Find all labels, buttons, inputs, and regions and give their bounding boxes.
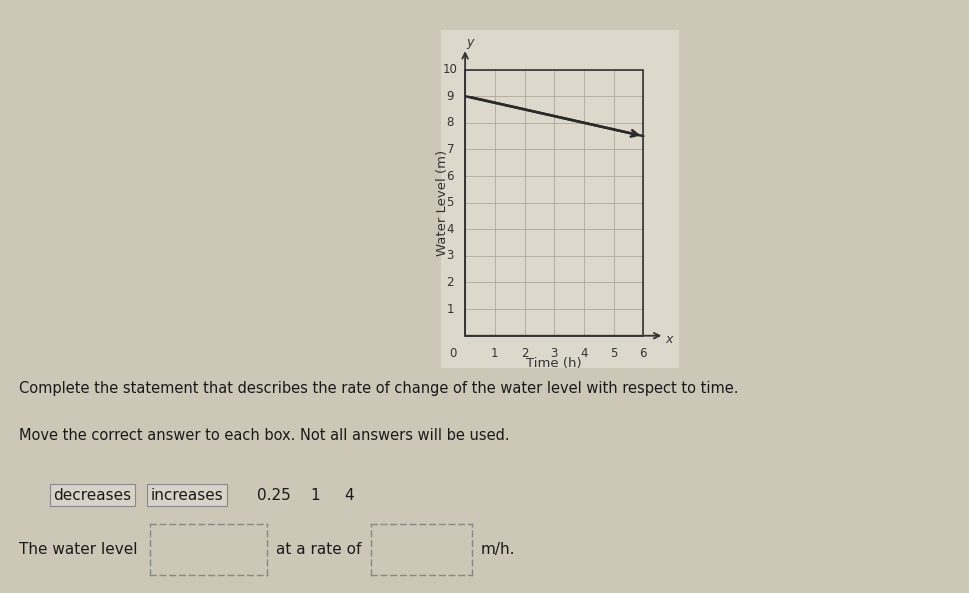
Text: Time (h): Time (h) <box>526 357 581 370</box>
Text: x: x <box>664 333 672 346</box>
Text: 6: 6 <box>639 346 646 359</box>
Text: 1: 1 <box>310 487 320 503</box>
Text: 8: 8 <box>446 116 453 129</box>
Text: 6: 6 <box>446 170 453 183</box>
Text: 9: 9 <box>446 90 453 103</box>
Text: 1: 1 <box>446 302 453 315</box>
Text: m/h.: m/h. <box>480 542 515 557</box>
Text: 1: 1 <box>490 346 498 359</box>
Text: 3: 3 <box>446 250 453 262</box>
Text: 5: 5 <box>610 346 616 359</box>
Text: y: y <box>465 36 473 49</box>
Text: 10: 10 <box>443 63 457 76</box>
Text: 2: 2 <box>446 276 453 289</box>
Text: 4: 4 <box>579 346 587 359</box>
Text: 0.25: 0.25 <box>257 487 291 503</box>
Text: Move the correct answer to each box. Not all answers will be used.: Move the correct answer to each box. Not… <box>19 428 510 444</box>
Text: decreases: decreases <box>53 487 132 503</box>
Text: 4: 4 <box>446 223 453 236</box>
Text: 2: 2 <box>520 346 528 359</box>
Text: 4: 4 <box>344 487 354 503</box>
Text: 7: 7 <box>446 143 453 156</box>
Bar <box>465 69 642 336</box>
Text: 5: 5 <box>446 196 453 209</box>
Text: 0: 0 <box>449 346 456 359</box>
Text: increases: increases <box>150 487 223 503</box>
Text: Water Level (m): Water Level (m) <box>436 149 449 256</box>
Text: Complete the statement that describes the rate of change of the water level with: Complete the statement that describes th… <box>19 381 738 396</box>
Text: The water level: The water level <box>19 542 138 557</box>
Text: at a rate of: at a rate of <box>276 542 361 557</box>
Text: 3: 3 <box>550 346 557 359</box>
